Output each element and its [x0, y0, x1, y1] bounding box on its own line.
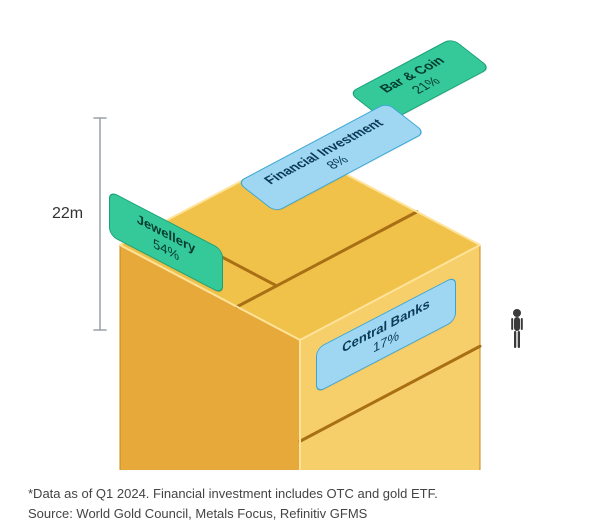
gold-cube — [0, 0, 591, 470]
infographic-stage: 22m Jewellery54%Bar & Coin21%Financial I… — [0, 0, 591, 530]
footnote-source: Source: World Gold Council, Metals Focus… — [28, 505, 367, 523]
height-label: 22m — [52, 205, 83, 223]
scale-person-icon — [508, 308, 526, 350]
footnote-data-asof: *Data as of Q1 2024. Financial investmen… — [28, 485, 438, 503]
